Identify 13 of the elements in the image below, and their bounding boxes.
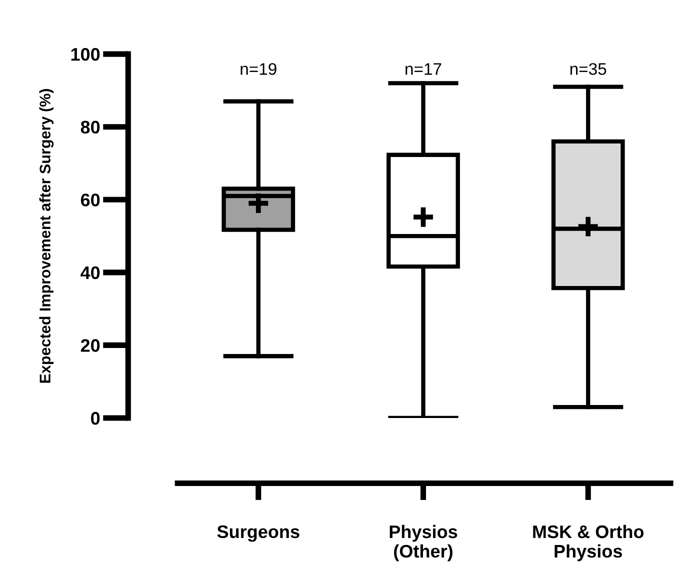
y-tick-label: 100 [71,48,100,61]
annotation: n=19 [240,63,276,75]
annotation: n=35 [570,63,606,75]
y-tick-label: 80 [80,120,100,134]
annotation: n=17 [406,63,442,75]
y-tick-label: 0 [91,412,100,425]
x-tick-label: Physios (Other) [390,524,458,562]
y-axis-title: Expected Improvement after Surgery (%) [39,89,54,383]
x-tick-label: Surgeons [217,525,300,542]
x-tick-label: MSK & Ortho Physios [533,524,644,562]
y-tick-label: 40 [80,266,100,280]
y-tick-label: 60 [80,194,100,206]
y-tick-label: 20 [80,339,100,352]
